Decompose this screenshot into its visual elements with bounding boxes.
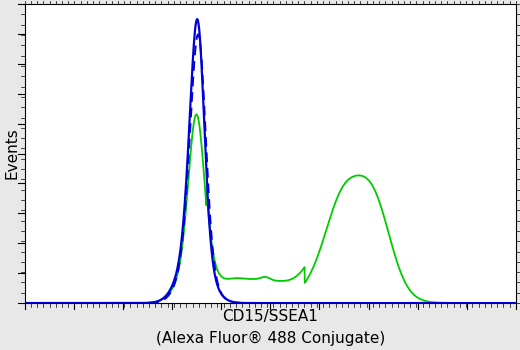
Y-axis label: Events: Events bbox=[4, 128, 19, 180]
X-axis label: CD15/SSEA1
(Alexa Fluor® 488 Conjugate): CD15/SSEA1 (Alexa Fluor® 488 Conjugate) bbox=[155, 309, 385, 346]
